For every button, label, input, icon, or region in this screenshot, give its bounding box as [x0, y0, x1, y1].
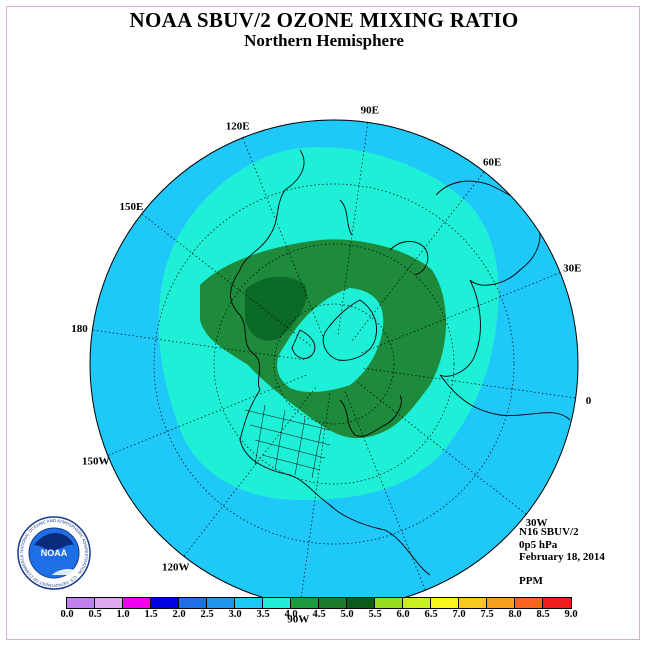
colorbar-swatch-13	[431, 598, 459, 608]
colorbar-swatch-8	[291, 598, 319, 608]
ozone-3.5-4.0-region	[158, 147, 499, 500]
colorbar-tick-label: 8.0	[508, 609, 522, 620]
colorbar-tick-label: 7.5	[480, 609, 494, 620]
latitude-circle-2	[213, 243, 455, 485]
colorbar-swatch-4	[179, 598, 207, 608]
colorbar-tick-label: 6.5	[424, 609, 438, 620]
colorbar-swatch-11	[375, 598, 403, 608]
instrument-label: N16 SBUV/2	[519, 526, 579, 538]
latitude-circle-3	[153, 183, 515, 545]
colorbar-tick-label: 5.0	[340, 609, 354, 620]
colorbar-tick-label: 7.0	[452, 609, 466, 620]
colorbar-swatch-7	[263, 598, 291, 608]
image-frame	[6, 6, 640, 640]
colorbar-swatch-9	[319, 598, 347, 608]
us-state-boundaries	[244, 404, 331, 479]
colorbar-tick-label: 1.0	[116, 609, 130, 620]
colorbar-tick-label: 2.5	[200, 609, 214, 620]
colorbar-swatch-16	[515, 598, 543, 608]
map-title: NOAA SBUV/2 OZONE MIXING RATIO	[129, 8, 519, 32]
latitude-circle-1	[273, 303, 395, 425]
colorbar-tick-label: 8.5	[536, 609, 550, 620]
colorbar-tick-label: 3.0	[228, 609, 242, 620]
lon-label-90e: 90E	[361, 105, 379, 117]
colorbar-swatch-10	[347, 598, 375, 608]
units-label: PPM	[519, 575, 543, 587]
colorbar-tick-label: 2.0	[172, 609, 186, 620]
colorbar-swatch-3	[151, 598, 179, 608]
colorbar-swatch-2	[123, 598, 151, 608]
colorbar-tick-label: 0.0	[60, 609, 74, 620]
lon-label-120w: 120W	[162, 562, 190, 574]
colorbar-tick-label: 1.5	[144, 609, 158, 620]
colorbar-tick-label: 4.5	[312, 609, 326, 620]
colorbar-swatch-6	[235, 598, 263, 608]
lon-label-60e: 60E	[483, 156, 501, 168]
lon-label-90w: 90W	[287, 613, 309, 625]
ozone-4.5-5.0-core	[245, 276, 308, 341]
colorbar-swatch-14	[459, 598, 487, 608]
colorbar-swatch-12	[403, 598, 431, 608]
colorbar-swatch-1	[95, 598, 123, 608]
colorbar	[66, 597, 572, 609]
lat-lon-grid	[92, 122, 576, 606]
colorbar-ticks: 0.0 0.5 1.0 1.5 2.0 2.5 3.0 3.5 4.0 4.5 5.0 5.5 6.0 6…	[0, 609, 648, 623]
colorbar-swatch-5	[207, 598, 235, 608]
lon-label-120e: 120E	[226, 121, 250, 133]
lon-label-30w: 30W	[526, 517, 548, 529]
colorbar-swatch-15	[487, 598, 515, 608]
lon-label-150w: 150W	[82, 455, 110, 467]
colorbar-swatch-17	[543, 598, 571, 608]
colorbar-swatch-0	[67, 598, 95, 608]
colorbar-tick-label: 4.0	[284, 609, 298, 620]
colorbar-tick-label: 9.0	[564, 609, 578, 620]
colorbar-tick-label: 6.0	[396, 609, 410, 620]
lon-label-30e: 30E	[563, 263, 581, 275]
pressure-level-label: 0p5 hPa	[519, 539, 558, 551]
colorbar-tick-label: 3.5	[256, 609, 270, 620]
noaa-logo: NOAA NATIONAL OCEANIC AND ATMOSPHERIC AD…	[17, 516, 91, 590]
coastlines	[230, 149, 571, 576]
logo-text: NOAA	[41, 548, 68, 558]
colorbar-tick-label: 0.5	[88, 609, 102, 620]
date-label: February 18, 2014	[519, 551, 605, 563]
lon-label-0: 0	[586, 395, 592, 407]
lon-label-180: 180	[71, 323, 88, 335]
map-subtitle: Northern Hemisphere	[244, 31, 404, 50]
lon-label-150e: 150E	[120, 201, 144, 213]
colorbar-tick-label: 5.5	[368, 609, 382, 620]
